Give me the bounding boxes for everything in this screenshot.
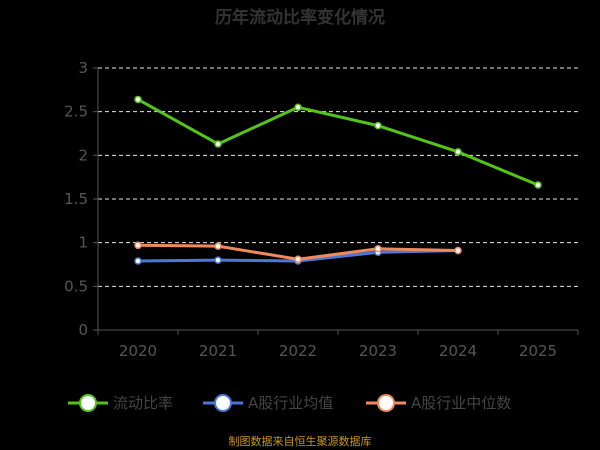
y-tick-label: 3 <box>78 59 88 77</box>
data-point[interactable] <box>214 140 222 148</box>
y-tick-label: 1.5 <box>64 190 88 208</box>
series-line <box>137 98 539 187</box>
y-tick-label: 2.5 <box>64 103 88 121</box>
data-point[interactable] <box>214 256 222 264</box>
source-note: 制图数据来自恒生聚源数据库 <box>229 434 372 448</box>
chart-title: 历年流动比率变化情况 <box>215 7 385 28</box>
data-point[interactable] <box>454 148 462 156</box>
data-point[interactable] <box>134 95 142 104</box>
data-point[interactable] <box>454 246 462 255</box>
y-tick-label: 0.5 <box>64 277 88 295</box>
data-point[interactable] <box>374 245 382 253</box>
x-tick-label: 2023 <box>359 342 397 360</box>
series-1 <box>134 95 542 189</box>
data-point[interactable] <box>534 181 542 189</box>
legend-marker <box>214 394 232 412</box>
series-layer <box>134 95 542 265</box>
legend[interactable]: 流动比率 A股行业均值 A股行业中位数 <box>68 394 511 412</box>
x-tick-label: 2024 <box>439 342 477 360</box>
y-axis: 0 0.5 1 1.5 2 2.5 3 <box>64 59 99 339</box>
legend-item-3[interactable]: A股行业中位数 <box>366 394 511 412</box>
legend-marker <box>377 394 395 412</box>
gridlines <box>98 67 578 287</box>
data-point[interactable] <box>374 121 382 130</box>
legend-marker <box>79 394 97 412</box>
x-axis: 2020 2021 2022 2023 2024 2025 <box>97 329 579 360</box>
legend-label: A股行业中位数 <box>411 394 511 412</box>
data-point[interactable] <box>294 255 302 264</box>
y-tick-label: 2 <box>78 146 88 164</box>
legend-label: A股行业均值 <box>248 394 333 412</box>
x-tick-label: 2022 <box>279 342 317 360</box>
legend-item-1[interactable]: 流动比率 <box>68 394 173 412</box>
legend-label: 流动比率 <box>113 394 173 412</box>
x-tick-label: 2021 <box>199 342 237 360</box>
y-tick-label: 1 <box>78 234 88 252</box>
series-3 <box>134 241 462 264</box>
data-point[interactable] <box>134 257 142 265</box>
data-point[interactable] <box>134 241 142 250</box>
legend-item-2[interactable]: A股行业均值 <box>203 394 333 412</box>
data-point[interactable] <box>294 103 302 112</box>
data-point[interactable] <box>214 242 222 250</box>
y-tick-label: 0 <box>78 321 88 339</box>
x-tick-label: 2020 <box>119 342 157 360</box>
x-tick-label: 2025 <box>519 342 557 360</box>
